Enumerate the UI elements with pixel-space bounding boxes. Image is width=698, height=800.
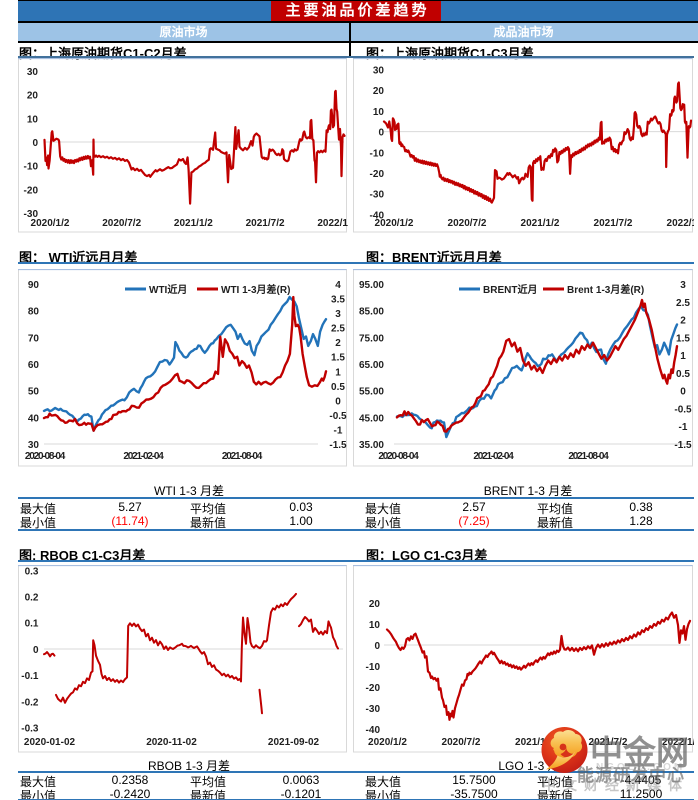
svg-text:2021-02-04: 2021-02-04: [123, 451, 164, 462]
svg-text:2: 2: [680, 316, 686, 327]
svg-text:1: 1: [335, 367, 341, 378]
svg-text:2021/1/2: 2021/1/2: [174, 218, 213, 229]
svg-text:-0.2: -0.2: [21, 697, 39, 708]
svg-text:0: 0: [374, 641, 380, 652]
svg-text:3: 3: [680, 280, 686, 291]
svg-text:95.00: 95.00: [359, 280, 384, 291]
svg-text:30: 30: [373, 66, 385, 77]
svg-text:WTI 1-3月差(R): WTI 1-3月差(R): [221, 283, 290, 296]
svg-text:2021/1/2: 2021/1/2: [515, 737, 554, 748]
svg-text:2020-08-04: 2020-08-04: [378, 451, 419, 462]
svg-text:2020/1/2: 2020/1/2: [375, 218, 414, 229]
svg-text:-10: -10: [24, 162, 39, 173]
svg-text:2022/1/2: 2022/1/2: [317, 218, 348, 229]
svg-text:30: 30: [28, 440, 40, 451]
svg-text:-10: -10: [366, 662, 381, 673]
svg-text:0.2: 0.2: [25, 593, 39, 604]
svg-text:20: 20: [27, 91, 39, 102]
svg-text:1.5: 1.5: [676, 333, 690, 344]
svg-text:0.3: 0.3: [25, 566, 39, 577]
svg-text:90: 90: [28, 280, 40, 291]
svg-text:0: 0: [335, 396, 341, 407]
svg-text:20: 20: [369, 599, 381, 610]
svg-text:-30: -30: [366, 704, 381, 715]
svg-text:3.5: 3.5: [331, 295, 345, 306]
svg-text:2021/1/2: 2021/1/2: [521, 218, 560, 229]
svg-text:-0.5: -0.5: [674, 404, 692, 415]
svg-text:2021-08-04: 2021-08-04: [568, 451, 609, 462]
svg-text:65.00: 65.00: [359, 360, 384, 371]
svg-text:2021/7/2: 2021/7/2: [589, 737, 628, 748]
svg-text:75.00: 75.00: [359, 333, 384, 344]
svg-text:-30: -30: [370, 190, 385, 201]
svg-text:2021-08-04: 2021-08-04: [222, 451, 263, 462]
svg-text:-20: -20: [370, 169, 385, 180]
svg-text:WTI近月: WTI近月: [149, 283, 187, 296]
svg-text:2022/1/2: 2022/1/2: [662, 737, 694, 748]
svg-text:3: 3: [335, 309, 341, 320]
svg-text:-1: -1: [679, 422, 688, 433]
svg-text:50: 50: [28, 387, 40, 398]
svg-text:10: 10: [373, 107, 385, 118]
svg-text:80: 80: [28, 307, 40, 318]
svg-text:-20: -20: [24, 185, 39, 196]
svg-text:0: 0: [33, 645, 39, 656]
svg-text:2020/1/2: 2020/1/2: [31, 218, 70, 229]
svg-text:0.5: 0.5: [331, 382, 345, 393]
svg-text:0: 0: [680, 387, 686, 398]
svg-text:2020/7/2: 2020/7/2: [442, 737, 481, 748]
svg-text:-20: -20: [366, 683, 381, 694]
svg-text:1.5: 1.5: [331, 353, 345, 364]
svg-text:-1.5: -1.5: [674, 440, 692, 451]
svg-text:0: 0: [378, 128, 384, 139]
svg-text:1: 1: [680, 351, 686, 362]
svg-text:-40: -40: [366, 725, 381, 736]
svg-text:2020/1/2: 2020/1/2: [368, 737, 407, 748]
svg-text:4: 4: [335, 280, 341, 291]
svg-text:2022/1/2: 2022/1/2: [667, 218, 694, 229]
svg-text:55.00: 55.00: [359, 387, 384, 398]
svg-text:60: 60: [28, 360, 40, 371]
svg-text:2021-09-02: 2021-09-02: [268, 737, 320, 748]
svg-text:45.00: 45.00: [359, 413, 384, 424]
svg-text:-0.5: -0.5: [329, 411, 347, 422]
svg-text:2020-01-02: 2020-01-02: [24, 737, 76, 748]
svg-text:-0.1: -0.1: [21, 671, 39, 682]
svg-text:-0.3: -0.3: [21, 724, 39, 735]
svg-text:0: 0: [32, 138, 38, 149]
svg-text:35.00: 35.00: [359, 440, 384, 451]
svg-text:2020/7/2: 2020/7/2: [448, 218, 487, 229]
svg-text:-30: -30: [24, 209, 39, 220]
svg-text:2020-08-04: 2020-08-04: [25, 451, 66, 462]
svg-text:40: 40: [28, 413, 40, 424]
svg-text:10: 10: [369, 620, 381, 631]
svg-text:85.00: 85.00: [359, 307, 384, 318]
svg-text:2021/7/2: 2021/7/2: [594, 218, 633, 229]
svg-text:2020/7/2: 2020/7/2: [102, 218, 141, 229]
svg-text:Brent 1-3月差(R): Brent 1-3月差(R): [567, 283, 644, 296]
svg-text:-1: -1: [334, 425, 343, 436]
svg-text:-1.5: -1.5: [329, 440, 347, 451]
svg-text:0.1: 0.1: [25, 619, 39, 630]
svg-text:2020-11-02: 2020-11-02: [146, 737, 197, 748]
svg-text:0.5: 0.5: [676, 369, 690, 380]
svg-text:-10: -10: [370, 148, 385, 159]
svg-text:-40: -40: [370, 210, 385, 221]
svg-text:2021-02-04: 2021-02-04: [473, 451, 514, 462]
svg-text:2: 2: [335, 338, 341, 349]
svg-text:2021/7/2: 2021/7/2: [246, 218, 285, 229]
svg-text:30: 30: [27, 67, 39, 78]
svg-text:10: 10: [27, 114, 39, 125]
svg-text:70: 70: [28, 333, 40, 344]
svg-text:2.5: 2.5: [676, 298, 690, 309]
svg-text:BRENT近月: BRENT近月: [483, 283, 537, 296]
svg-text:2.5: 2.5: [331, 324, 345, 335]
svg-text:20: 20: [373, 86, 385, 97]
